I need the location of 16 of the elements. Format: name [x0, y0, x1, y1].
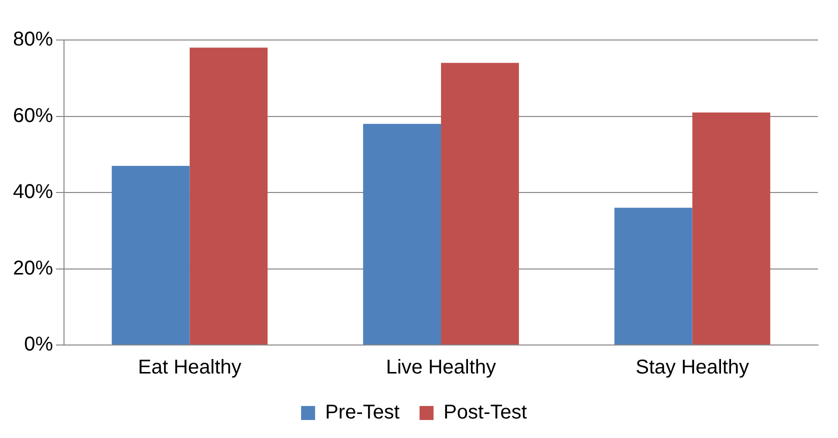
bar [692, 112, 770, 344]
x-tick-label: Stay Healthy [636, 356, 750, 379]
bar [363, 124, 442, 344]
y-tick-label: 0% [24, 334, 54, 356]
legend-label: Post-Test [444, 402, 528, 424]
bar [190, 48, 268, 344]
y-tick-label: 60% [13, 104, 54, 127]
y-tick-label: 80% [13, 28, 54, 51]
x-tick-label: Live Healthy [386, 356, 496, 379]
bar [614, 208, 692, 344]
legend-label: Pre-Test [325, 402, 400, 424]
x-tick-label: Eat Healthy [138, 356, 242, 379]
bar [441, 62, 519, 344]
bar [112, 166, 190, 344]
y-tick-label: 20% [13, 257, 54, 280]
y-tick-label: 40% [13, 181, 54, 204]
